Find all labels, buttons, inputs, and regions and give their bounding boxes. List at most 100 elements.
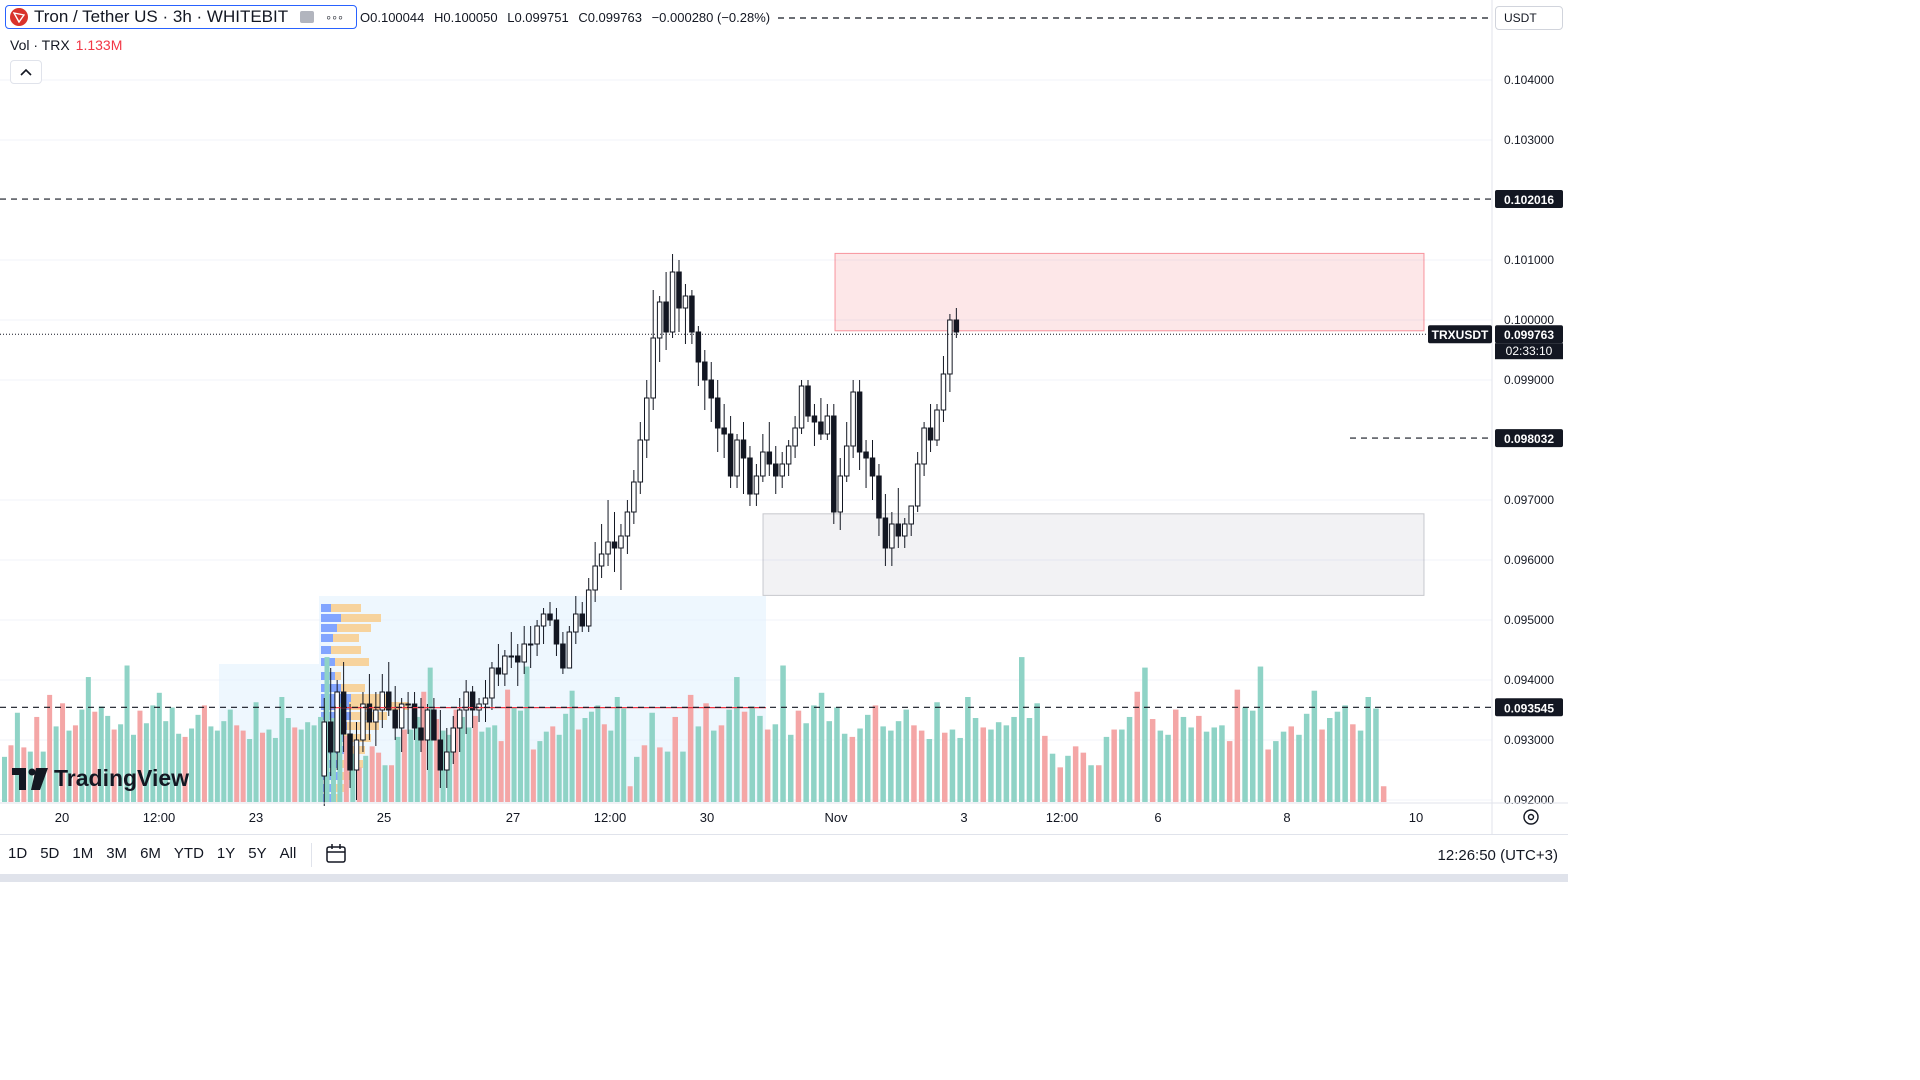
candle-body: [753, 475, 760, 495]
volume-label: Vol · TRX: [10, 37, 70, 53]
settings-icon[interactable]: [1522, 808, 1540, 826]
volume-bar: [1119, 729, 1125, 802]
calendar-icon[interactable]: [325, 843, 347, 865]
volume-bar: [1211, 727, 1217, 802]
range-button[interactable]: All: [279, 845, 297, 862]
volume-bar: [389, 765, 394, 802]
tron-logo-icon: [10, 8, 28, 26]
volume-profile-bar: [351, 694, 391, 702]
volume-bar: [641, 745, 648, 802]
price-tick-label: 0.103000: [1504, 133, 1554, 147]
volume-bar: [621, 708, 627, 802]
volume-bar: [826, 721, 832, 802]
volume-bar: [363, 755, 369, 802]
volume-bar: [131, 734, 136, 802]
candle-body: [669, 271, 676, 333]
volume-bar: [1357, 730, 1364, 802]
volume-bar: [818, 692, 825, 802]
volume-profile-bar: [335, 672, 341, 680]
candle-body: [373, 709, 379, 723]
volume-legend: Vol · TRX 1.133M: [10, 37, 122, 53]
volume-bar: [726, 709, 732, 802]
volume-bar: [1273, 741, 1279, 802]
volume-bar: [408, 729, 414, 802]
candle-body: [644, 397, 650, 441]
support-zone: [762, 513, 1425, 596]
volume-bar: [895, 721, 902, 802]
range-button[interactable]: 5D: [40, 845, 60, 862]
volume-bar: [664, 751, 671, 802]
volume-value: 1.133M: [75, 37, 123, 53]
chevron-up-icon[interactable]: [10, 60, 42, 84]
volume-bar: [356, 767, 362, 802]
volume-bar: [588, 711, 594, 802]
volume-bar: [872, 705, 879, 802]
candle-body: [940, 373, 947, 411]
volume-bar: [27, 751, 33, 802]
volume-bar: [1265, 749, 1271, 802]
volume-bar: [1319, 729, 1325, 802]
time-tick-label: Nov: [824, 810, 848, 825]
volume-bar: [601, 724, 607, 802]
range-button[interactable]: 5Y: [248, 845, 267, 862]
volume-bar: [240, 730, 246, 802]
volume-bar: [8, 745, 14, 802]
ohlc-change: −0.000280 (−0.28%): [651, 10, 771, 25]
candle-body: [560, 643, 566, 669]
range-button[interactable]: YTD: [173, 845, 204, 862]
candle-body: [908, 505, 914, 525]
volume-profile-bar: [321, 604, 331, 612]
volume-bar: [942, 732, 948, 802]
volume-bar: [803, 723, 809, 802]
range-button[interactable]: 6M: [140, 845, 161, 862]
volume-bar: [687, 694, 694, 802]
volume-bar: [569, 690, 575, 802]
candle-body: [444, 751, 450, 771]
price-chart[interactable]: 0.104000 0.103000 0.102016 0.101000 0.100000…: [0, 0, 1568, 834]
volume-bar: [741, 711, 748, 802]
ticker-tag-bg: [1428, 325, 1492, 344]
time-tick-label: 23: [249, 810, 263, 825]
time-tick-label: 30: [700, 810, 714, 825]
volume-bar: [279, 697, 285, 802]
symbol-legend[interactable]: Tron / Tether US · 3h · WHITEBIT ◦◦◦: [5, 5, 357, 29]
volume-bar: [614, 697, 620, 802]
range-button[interactable]: 1D: [8, 845, 28, 862]
currency-selector[interactable]: USDT: [1495, 6, 1563, 30]
volume-bar: [1026, 718, 1033, 802]
volume-bar: [965, 697, 971, 802]
ohlc-low-label: L: [507, 10, 515, 25]
time-tick-label: 8: [1283, 810, 1290, 825]
candle-body: [747, 457, 753, 495]
price-axis[interactable]: 0.104000 0.103000 0.102016 0.101000 0.100000…: [1428, 0, 1563, 834]
volume-bar: [972, 718, 979, 802]
volume-bar: [330, 718, 336, 802]
volume-bar: [576, 729, 582, 802]
ohlc-close-label: C: [578, 10, 588, 25]
volume-bar: [292, 727, 298, 802]
volume-bar: [485, 727, 491, 802]
range-button[interactable]: 3M: [106, 845, 128, 862]
volume-bar: [1373, 708, 1379, 802]
volume-bar: [672, 716, 678, 802]
range-button[interactable]: 1M: [72, 845, 94, 862]
time-axis[interactable]: 20 12:00 23 25 27 12:00 30 Nov 3 12:00 6 8 10: [0, 802, 1568, 825]
more-icon[interactable]: ◦◦◦: [326, 9, 345, 25]
eye-icon[interactable]: [300, 11, 315, 23]
candle-body: [682, 295, 689, 309]
candle-body: [650, 337, 656, 399]
volume-bar: [1003, 725, 1010, 802]
volume-bar: [857, 728, 863, 802]
ohlc-values: O0.100044 H0.100050 L0.099751 C0.099763 …: [358, 10, 779, 25]
volume-bar: [1157, 730, 1164, 802]
volume-bar: [466, 727, 472, 802]
clock-timezone[interactable]: 12:26:50 (UTC+3): [1437, 847, 1558, 864]
candle-body: [353, 739, 360, 771]
volume-bar: [703, 703, 709, 802]
volume-bar: [1173, 709, 1179, 802]
volume-bar: [518, 710, 523, 802]
volume-bar: [634, 756, 640, 802]
range-button[interactable]: 1Y: [216, 845, 236, 862]
range-selector: 1D 5D 1M 3M 6M YTD 1Y 5Y All: [8, 845, 309, 862]
volume-bar: [318, 716, 324, 802]
